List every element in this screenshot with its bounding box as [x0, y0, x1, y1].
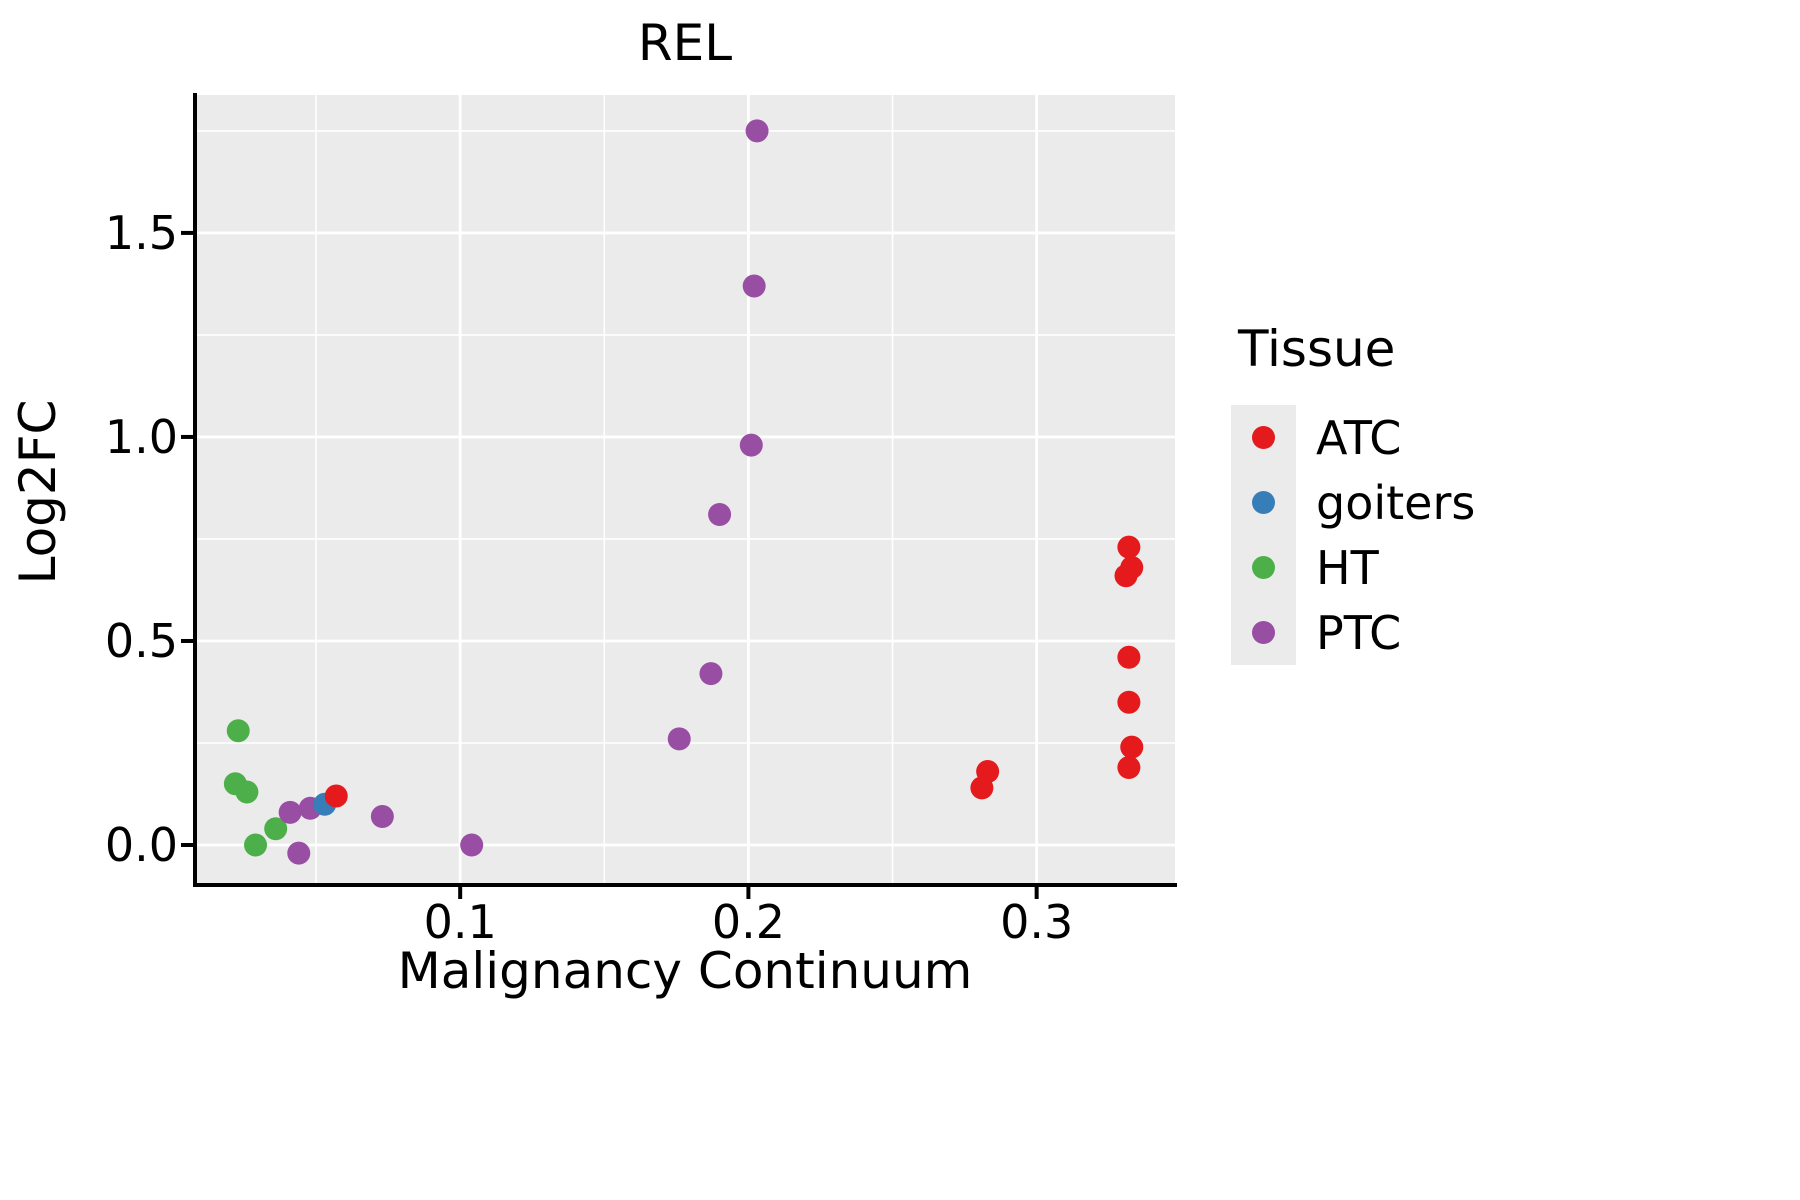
panel-background: [195, 95, 1175, 885]
legend-label-ATC: ATC: [1316, 410, 1402, 465]
legend-dot-ATC: [1252, 426, 1275, 449]
data-point-HT: [244, 833, 268, 857]
legend-label-HT: HT: [1316, 540, 1379, 595]
grid-lines: [195, 95, 1175, 885]
data-point-PTC: [667, 727, 691, 751]
data-point-HT: [264, 817, 288, 841]
data-point-PTC: [278, 800, 302, 824]
legend-label-PTC: PTC: [1316, 605, 1402, 660]
legend-dot-goiters: [1252, 491, 1275, 514]
legend-dot-HT: [1252, 556, 1275, 579]
data-point-PTC: [742, 274, 766, 298]
data-point-PTC: [699, 662, 723, 686]
data-point-PTC: [370, 804, 394, 828]
data-points: [223, 119, 1144, 865]
data-point-ATC: [1114, 564, 1138, 588]
legend-title: Tissue: [1238, 320, 1396, 378]
x-tick-label: 0.1: [423, 895, 497, 949]
data-point-ATC: [976, 760, 1000, 784]
y-tick-label: 0.0: [104, 818, 178, 872]
data-point-PTC: [745, 119, 769, 143]
y-axis-title: Log2FC: [9, 399, 67, 585]
data-point-HT: [235, 780, 259, 804]
x-axis-title: Malignancy Continuum: [397, 942, 973, 1000]
data-point-HT: [226, 719, 250, 743]
data-point-ATC: [1117, 690, 1141, 714]
legend-label-goiters: goiters: [1316, 475, 1476, 530]
y-tick-label: 1.5: [104, 205, 178, 260]
x-tick-label: 0.3: [1000, 895, 1074, 949]
y-tick-label: 1.0: [104, 409, 178, 464]
data-point-PTC: [708, 502, 732, 526]
legend-dot-PTC: [1252, 621, 1275, 644]
chart-title: REL: [637, 14, 733, 72]
data-point-PTC: [739, 433, 763, 457]
data-point-ATC: [1120, 735, 1144, 759]
legend: [1231, 405, 1296, 665]
y-tick-label: 0.5: [104, 613, 178, 668]
data-point-ATC: [324, 784, 348, 808]
x-tick-label: 0.2: [711, 895, 785, 949]
data-point-PTC: [460, 833, 484, 857]
data-point-ATC: [1117, 645, 1141, 669]
data-point-ATC: [1117, 755, 1141, 779]
data-point-PTC: [287, 841, 311, 865]
data-point-ATC: [1117, 535, 1141, 559]
